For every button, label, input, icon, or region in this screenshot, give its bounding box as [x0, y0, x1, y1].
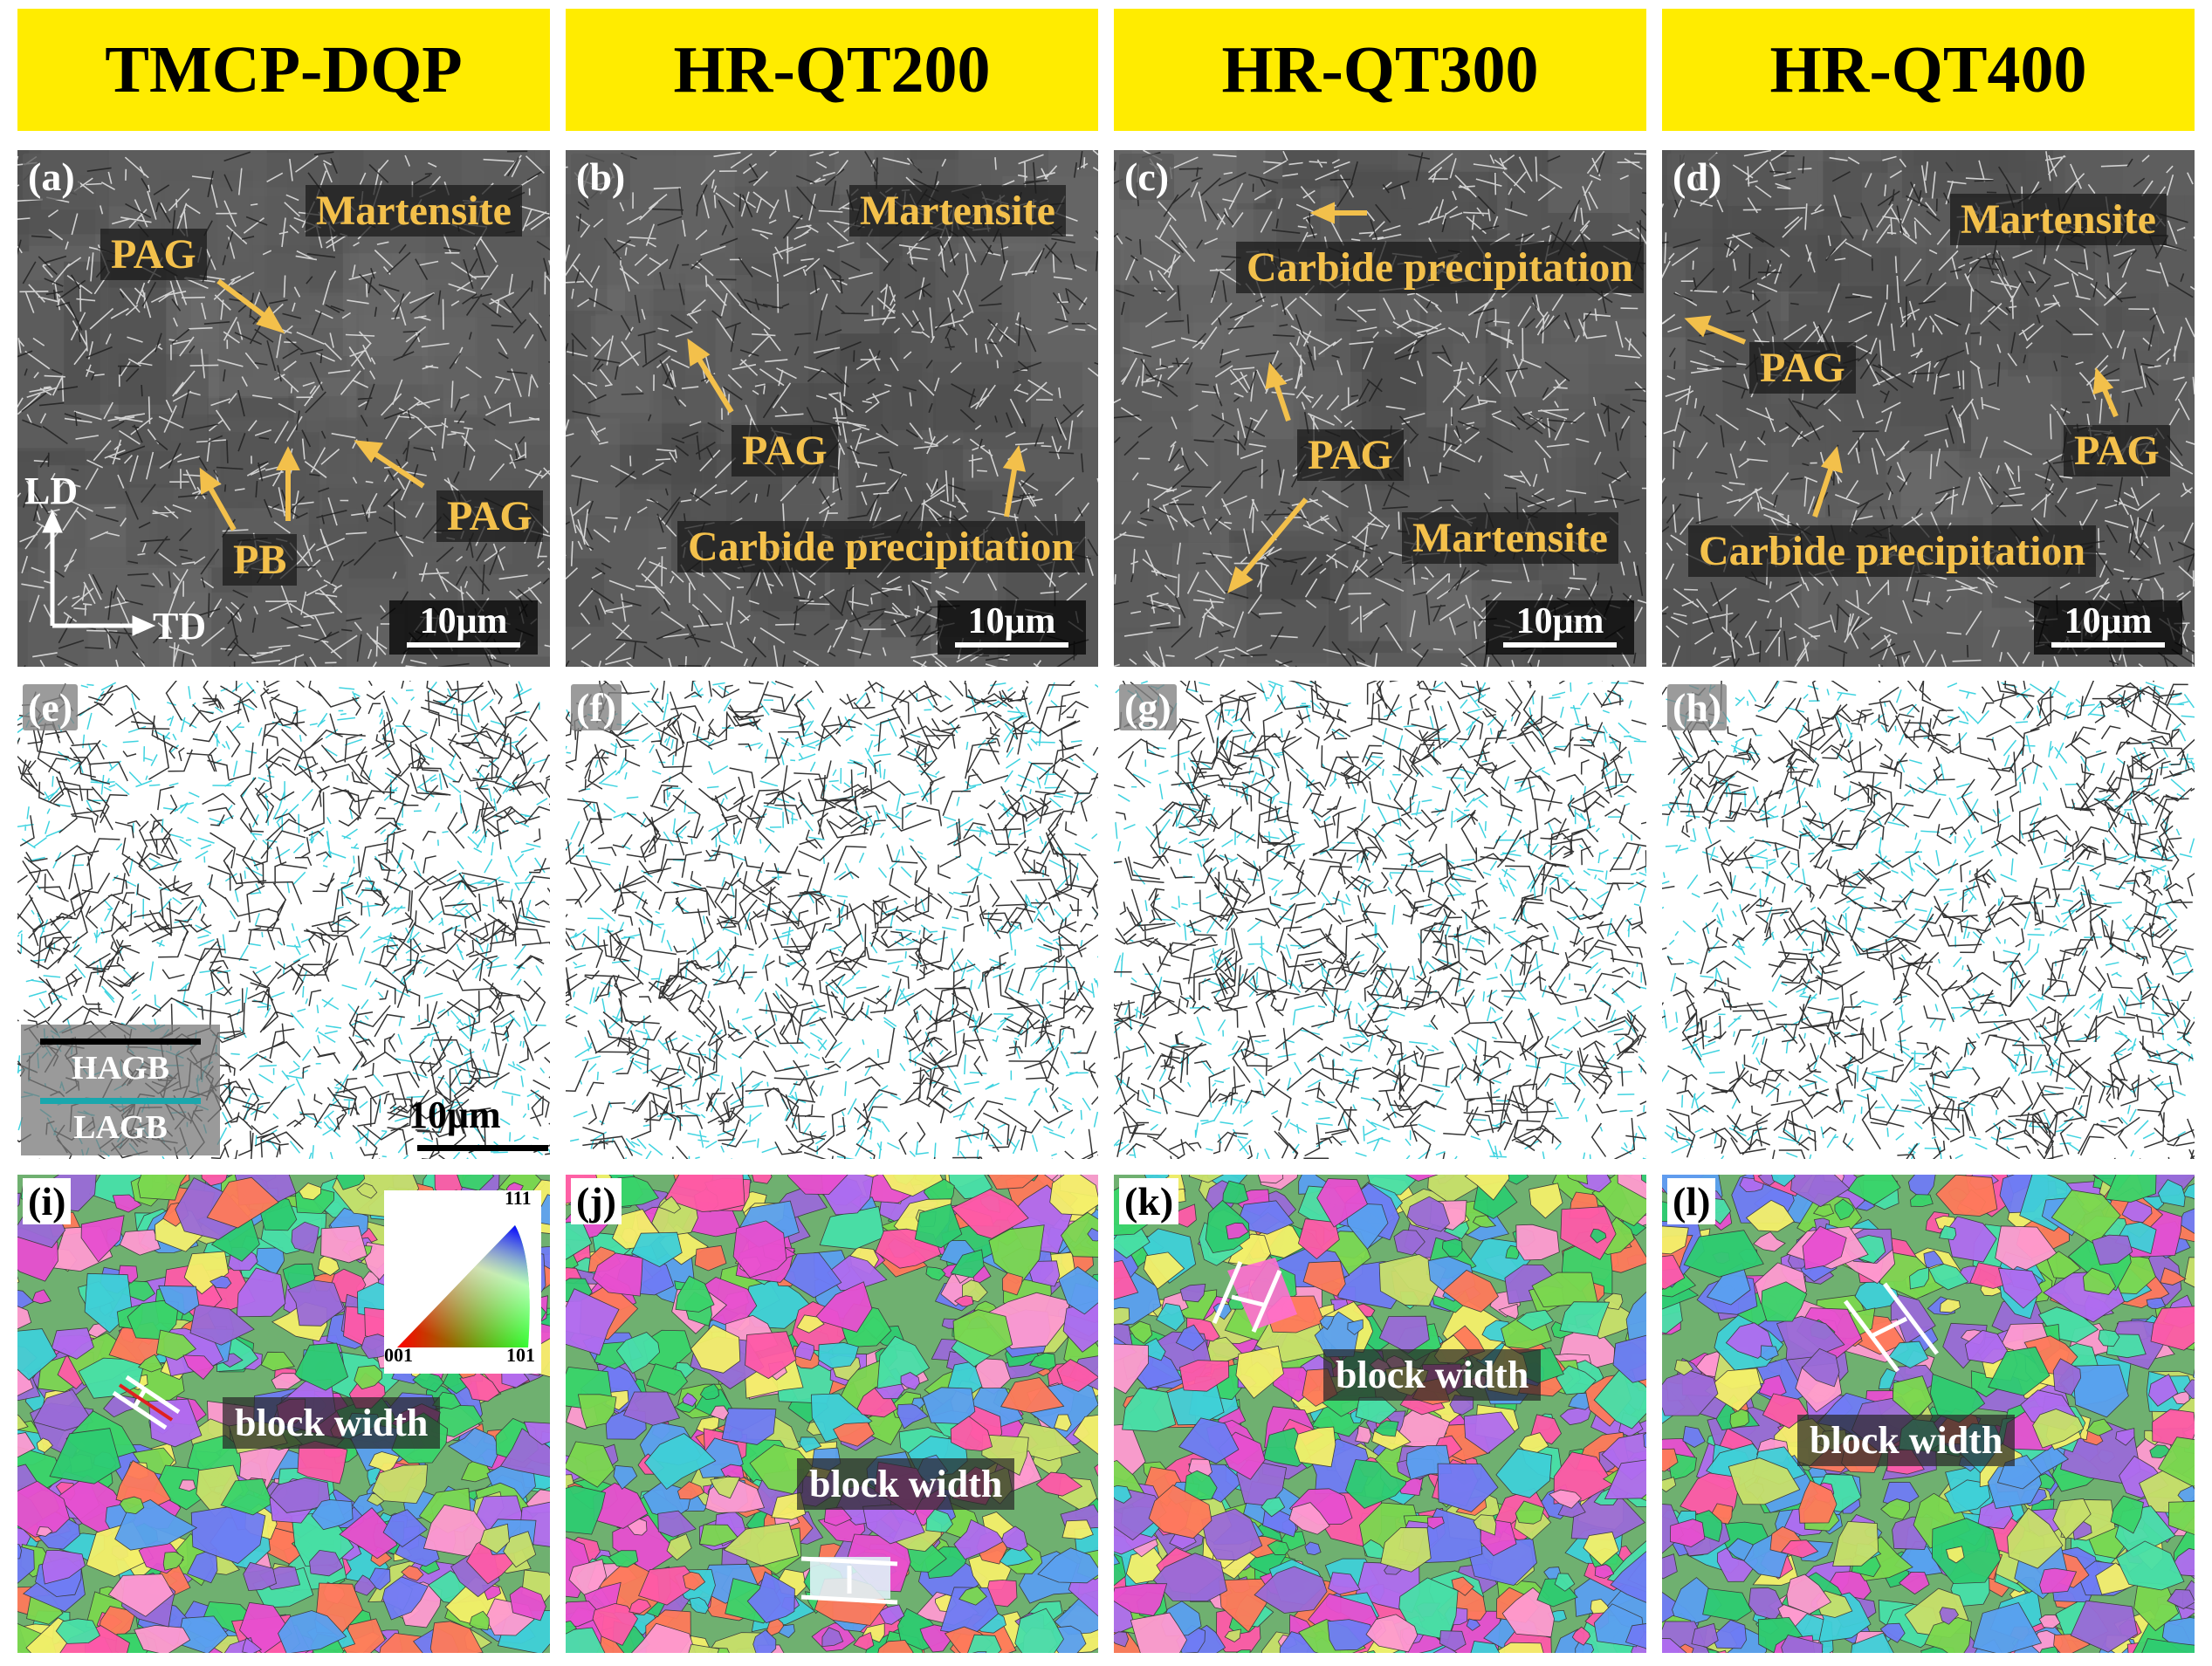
pag-label: PAG: [1297, 429, 1404, 481]
gb-panel-h: (h): [1662, 681, 2195, 1159]
martensite-label: Martensite: [1402, 512, 1618, 564]
grain-boundary-map: [1114, 681, 1646, 1159]
pag-label: PAG: [732, 425, 838, 476]
scale-bar: [417, 1145, 548, 1151]
sem-panel-c: (c) Carbide precipitation PAG Martensite…: [1114, 150, 1646, 667]
ipf-orientation-map: [1114, 1175, 1646, 1653]
ipf-triangle-icon: [397, 1225, 530, 1347]
panel-label: (i): [23, 1178, 72, 1224]
header-tmcp-dqp: TMCP-DQP: [17, 9, 550, 131]
ipf-key-111: 111: [505, 1187, 532, 1209]
axis-arrows: [42, 509, 156, 636]
gb-panel-e: (e) HAGB LAGB: [17, 681, 550, 1159]
scale-bar: 10μm: [389, 600, 538, 655]
ld-axis-label: LD: [24, 470, 79, 512]
header-hr-qt300: HR-QT300: [1114, 9, 1646, 131]
boundary-legend: HAGB LAGB: [21, 1025, 220, 1155]
ipf-key-101: 101: [506, 1344, 535, 1366]
panel-label: (j): [571, 1178, 622, 1224]
panel-label: (d): [1667, 154, 1728, 200]
panel-label: (b): [571, 154, 631, 200]
panel-label: (h): [1667, 684, 1728, 730]
carbide-precipitation-label: Carbide precipitation: [677, 521, 1086, 572]
gb-panel-g: (g): [1114, 681, 1646, 1159]
scale-bar: 10μm: [2034, 600, 2182, 655]
panel-label: (k): [1119, 1178, 1179, 1224]
panel-label: (a): [23, 154, 80, 200]
sem-panel-b: (b) Martensite PAG Carbide precipitation…: [566, 150, 1098, 667]
panel-label: (c): [1119, 154, 1175, 200]
header-hr-qt200: HR-QT200: [566, 9, 1098, 131]
block-width-marker: [1844, 1282, 1939, 1373]
hagb-legend-label: HAGB: [72, 1050, 169, 1087]
arrows: [687, 338, 1027, 518]
carbide-precipitation-label: Carbide precipitation: [1236, 242, 1645, 293]
header-hr-qt400: HR-QT400: [1662, 9, 2195, 131]
ipf-panel-k: (k) block width: [1114, 1175, 1646, 1653]
scale-bar: 10μm: [938, 600, 1086, 655]
arrows: [1684, 315, 2119, 518]
panel-label: (f): [571, 684, 622, 730]
td-axis-label: TD: [153, 605, 207, 648]
ipf-color-key: 111 001 101: [384, 1187, 541, 1374]
block-width-marker: [1212, 1258, 1297, 1333]
pag-label: PAG: [436, 490, 543, 542]
ipf-key-001: 001: [384, 1344, 413, 1366]
carbide-precipitation-label: Carbide precipitation: [1688, 525, 2097, 577]
pag-label: PAG: [1749, 342, 1856, 394]
block-width-marker: [112, 1375, 181, 1430]
gb-panel-f: (f): [566, 681, 1098, 1159]
sem-panel-a: (a) Martensite PAG PAG PB LD TD 10μm: [17, 150, 550, 667]
panel-label: (l): [1667, 1178, 1716, 1224]
block-width-label: block width: [1323, 1349, 1542, 1401]
block-width-label: block width: [223, 1397, 441, 1449]
panel-label: (e): [23, 684, 79, 730]
ipf-panel-l: (l) block width: [1662, 1175, 2195, 1653]
martensite-label: Martensite: [1950, 194, 2167, 245]
scale-bar-label: 10μm: [409, 1094, 501, 1136]
ipf-panel-j: (j) block width: [566, 1175, 1098, 1653]
arrows: [199, 278, 425, 531]
panel-label: (g): [1119, 684, 1177, 730]
sem-panel-d: (d) Martensite PAG PAG Carbide precipita…: [1662, 150, 2195, 667]
block-width-marker: [800, 1556, 898, 1605]
ipf-panel-i: (i) 111 001 101 block width: [17, 1175, 550, 1653]
pb-label: PB: [223, 534, 298, 586]
lagb-legend-label: LAGB: [73, 1109, 168, 1146]
grain-boundary-map: [566, 681, 1098, 1159]
pag-label: PAG: [100, 229, 207, 280]
pag-label: PAG: [2064, 425, 2170, 476]
grain-boundary-map: [1662, 681, 2195, 1159]
martensite-label: Martensite: [306, 185, 522, 237]
arrows: [1227, 202, 1367, 593]
ipf-orientation-map: [1662, 1175, 2195, 1653]
block-width-label: block width: [1797, 1415, 2016, 1466]
martensite-label: Martensite: [849, 185, 1066, 237]
scale-bar: 10μm: [1486, 600, 1634, 655]
block-width-label: block width: [797, 1458, 1015, 1510]
